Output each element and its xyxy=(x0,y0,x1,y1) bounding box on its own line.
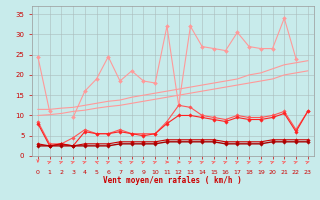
X-axis label: Vent moyen/en rafales ( km/h ): Vent moyen/en rafales ( km/h ) xyxy=(103,176,242,185)
